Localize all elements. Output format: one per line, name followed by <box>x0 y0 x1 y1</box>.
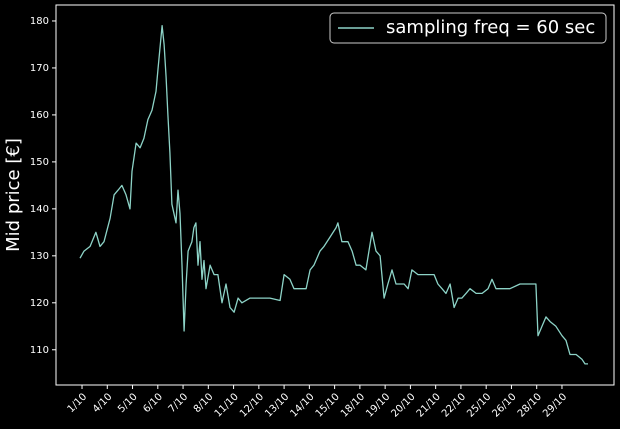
plot-frame <box>55 4 615 386</box>
x-tick-label: 1/10 <box>66 391 90 415</box>
y-tick-label: 120 <box>30 298 49 309</box>
legend-frame <box>329 12 607 44</box>
x-tick-label: 20/10 <box>389 391 417 419</box>
x-tick-label: 7/10 <box>167 391 191 415</box>
x-tick-label: 14/10 <box>288 391 316 419</box>
x-tick-label: 15/10 <box>314 391 342 419</box>
x-tick-label: 12/10 <box>238 391 266 419</box>
x-tick-label: 26/10 <box>491 391 519 419</box>
x-tick-label: 5/10 <box>116 391 140 415</box>
price-line <box>79 25 588 365</box>
y-tick-label: 160 <box>30 110 49 121</box>
legend-label: sampling freq = 60 sec <box>386 17 595 38</box>
y-tick-label: 150 <box>30 157 49 168</box>
x-tick-label: 18/10 <box>339 391 367 419</box>
x-tick-label: 13/10 <box>263 391 291 419</box>
x-tick-label: 11/10 <box>213 391 241 419</box>
x-tick-label: 28/10 <box>516 391 544 419</box>
y-tick-label: 140 <box>30 204 49 215</box>
y-tick-label: 110 <box>30 345 49 356</box>
x-tick-label: 19/10 <box>364 391 392 419</box>
y-tick-label: 180 <box>30 16 49 27</box>
x-tick-label: 4/10 <box>91 391 115 415</box>
x-tick-label: 6/10 <box>141 391 165 415</box>
x-tick-label: 29/10 <box>541 391 569 419</box>
y-tick-label: 130 <box>30 251 49 262</box>
y-axis-label: Mid price [€] <box>3 138 24 252</box>
x-tick-label: 21/10 <box>415 391 443 419</box>
x-tick-label: 22/10 <box>440 391 468 419</box>
x-tick-label: 25/10 <box>465 391 493 419</box>
y-tick-label: 170 <box>30 63 49 74</box>
